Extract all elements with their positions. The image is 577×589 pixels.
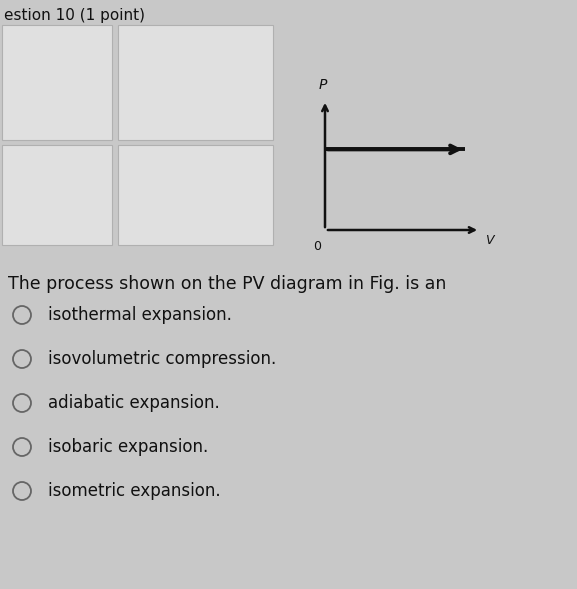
Text: The process shown on the PV diagram in Fig. is an: The process shown on the PV diagram in F… — [8, 275, 447, 293]
Text: isovolumetric compression.: isovolumetric compression. — [48, 350, 276, 368]
Text: isobaric expansion.: isobaric expansion. — [48, 438, 208, 456]
Bar — [2, 145, 112, 245]
Bar — [118, 25, 273, 140]
Text: V: V — [485, 233, 493, 247]
Text: isothermal expansion.: isothermal expansion. — [48, 306, 232, 324]
Text: P: P — [319, 78, 327, 92]
Text: 0: 0 — [313, 240, 321, 253]
Text: isometric expansion.: isometric expansion. — [48, 482, 220, 500]
Text: estion 10 (1 point): estion 10 (1 point) — [4, 8, 145, 23]
Bar — [118, 145, 273, 245]
Text: adiabatic expansion.: adiabatic expansion. — [48, 394, 220, 412]
Bar — [2, 25, 112, 140]
